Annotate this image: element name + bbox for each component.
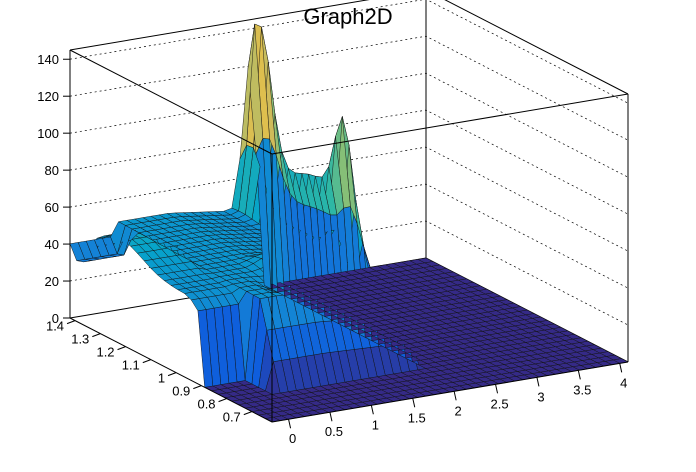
y-tick	[243, 411, 252, 416]
y-axis: 0.7 0.8 0.9 1 1.1 1.2 1.3 1.4	[46, 319, 252, 425]
x-tick-label: 2.5	[490, 396, 508, 411]
x-tick-label: 3	[537, 389, 544, 404]
z-tick-label: 140	[37, 52, 59, 67]
chart-title: Graph2D	[303, 4, 392, 29]
surface-plot	[69, 23, 629, 423]
y-tick-label: 1	[158, 371, 165, 386]
x-tick	[288, 419, 292, 429]
y-tick	[92, 333, 101, 338]
y-tick-label: 1.1	[122, 358, 140, 373]
x-tick	[577, 370, 581, 380]
front-frame	[69, 49, 629, 423]
surface-cell	[69, 242, 86, 261]
x-tick-label: 1	[372, 417, 379, 432]
top-left-edge	[69, 49, 273, 155]
z-tick-label: 0	[52, 311, 59, 326]
x-tick-label: 1.5	[408, 410, 426, 425]
floor-left-edge	[69, 317, 273, 423]
x-axis: 0 0.5 1 1.5 2 2.5 3 3.5 4	[288, 363, 627, 446]
z-tick-label: 120	[37, 89, 59, 104]
y-tick	[142, 359, 151, 364]
x-tick-label: 0.5	[325, 424, 343, 439]
y-tick	[117, 346, 126, 351]
x-tick	[370, 405, 374, 415]
z-tick-label: 60	[45, 200, 59, 215]
z-gridline	[69, 0, 629, 104]
z-tick-label: 20	[45, 274, 59, 289]
z-gridline	[69, 146, 629, 252]
y-tick-label: 1.2	[96, 345, 114, 360]
z-tick-label: 40	[45, 237, 59, 252]
y-tick-label: 0.8	[197, 397, 215, 412]
x-tick	[453, 391, 457, 401]
floor-front-edge	[271, 361, 629, 423]
x-tick	[536, 377, 540, 387]
z-gridline	[69, 72, 629, 178]
z-gridline	[69, 35, 629, 141]
y-tick	[193, 385, 202, 390]
x-tick-label: 2	[455, 403, 462, 418]
x-tick	[412, 398, 416, 408]
x-tick-label: 3.5	[573, 382, 591, 397]
x-tick-label: 4	[620, 375, 627, 390]
x-tick-label: 0	[289, 431, 296, 446]
top-front-edge	[271, 93, 629, 155]
y-tick-label: 1.3	[71, 332, 89, 347]
back-top-edge	[69, 0, 629, 95]
y-tick-label: 1.4	[46, 319, 64, 334]
y-tick-label: 0.7	[223, 410, 241, 425]
y-tick	[66, 320, 76, 325]
z-gridline	[69, 109, 629, 215]
y-tick	[167, 372, 177, 377]
x-tick	[329, 412, 333, 422]
x-tick	[495, 384, 499, 394]
y-tick-label: 0.9	[172, 384, 190, 399]
y-tick	[218, 398, 227, 403]
z-tick-label: 80	[45, 163, 59, 178]
x-tick	[619, 363, 623, 373]
z-tick-label: 100	[37, 126, 59, 141]
z-axis: 0 20 40 60 80 100 120 140	[37, 52, 70, 326]
